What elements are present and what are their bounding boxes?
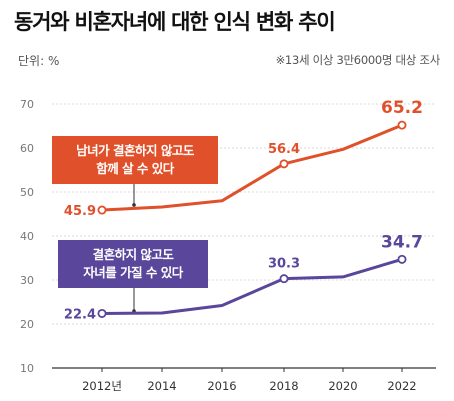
x-tick-label: 2016 <box>207 379 236 393</box>
data-point-cohabit <box>279 159 289 169</box>
y-tick-label: 10 <box>20 362 34 375</box>
annotation-children-line1: 결혼하지 않고도 <box>92 247 174 262</box>
y-tick-label: 30 <box>20 274 34 287</box>
annotation-cohabit: 남녀가 결혼하지 않고도 함께 살 수 있다 <box>52 136 218 184</box>
y-tick-label: 40 <box>20 230 34 243</box>
series-line-children <box>101 257 403 315</box>
y-tick-label: 60 <box>20 142 34 155</box>
data-point-children <box>97 308 107 318</box>
series-line-cohabit <box>101 123 403 212</box>
y-tick-label: 50 <box>20 186 34 199</box>
data-label-children: 34.7 <box>381 232 423 252</box>
y-tick-label: 20 <box>20 318 34 331</box>
y-tick-label: 70 <box>20 98 34 111</box>
data-point-cohabit <box>97 205 107 215</box>
x-tick-label: 2014 <box>147 379 176 393</box>
annotation-cohabit-line2: 함께 살 수 있다 <box>96 161 174 176</box>
x-tick-label: 2018 <box>269 379 298 393</box>
data-label-children: 30.3 <box>268 257 300 272</box>
unit-label: 단위: % <box>18 54 60 68</box>
data-label-cohabit: 65.2 <box>381 98 423 118</box>
x-tick-label: 2020 <box>328 379 357 393</box>
data-label-cohabit: 45.9 <box>64 204 96 219</box>
data-label-children: 22.4 <box>64 307 96 322</box>
data-point-children <box>279 274 289 284</box>
annotation-children: 결혼하지 않고도 자녀를 가질 수 있다 <box>58 240 208 288</box>
survey-note: ※13세 이상 3만6000명 대상 조사 <box>275 53 441 67</box>
annotation-children-line2: 자녀를 가질 수 있다 <box>83 265 183 280</box>
annotation-cohabit-pointer-dot <box>132 203 136 207</box>
chart-title: 동거와 비혼자녀에 대한 인식 변화 추이 <box>14 10 336 34</box>
x-tick-label: 2012년 <box>82 379 122 393</box>
data-point-cohabit <box>397 120 407 130</box>
data-label-cohabit: 56.4 <box>268 142 300 157</box>
data-point-children <box>397 254 407 264</box>
annotation-cohabit-line1: 남녀가 결혼하지 않고도 <box>76 143 194 158</box>
x-tick-label: 2022 <box>387 379 416 393</box>
